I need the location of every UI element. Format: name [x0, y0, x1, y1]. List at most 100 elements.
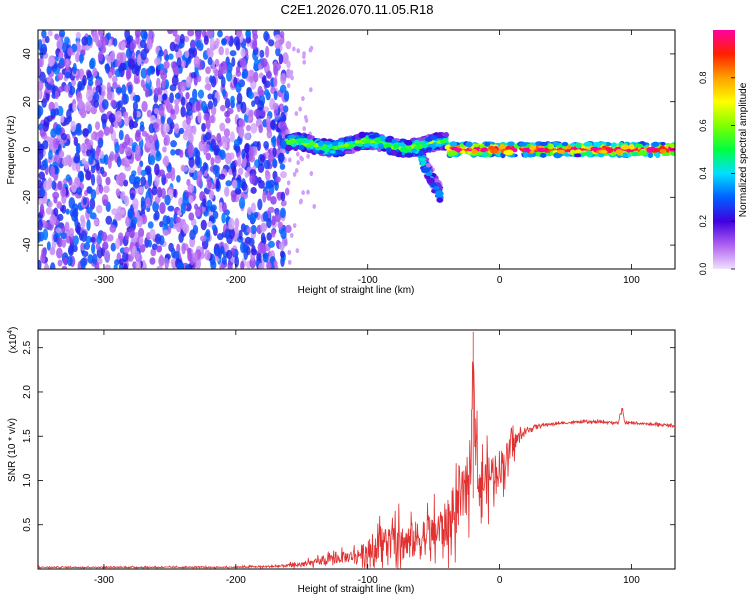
heatmap-cell — [54, 90, 60, 100]
heatmap-cell — [61, 265, 68, 269]
heatmap-cell — [149, 228, 156, 240]
heatmap-cell — [151, 186, 158, 196]
heatmap-cell — [283, 90, 290, 102]
snr-x-ticks: -300 -200 -100 0 100 — [94, 330, 640, 586]
heatmap-cell — [75, 128, 83, 136]
heatmap-cell — [132, 94, 140, 102]
heatmap-cell — [162, 146, 167, 153]
colorbar-tick-label: 0.4 — [698, 167, 708, 180]
heatmap-cell — [59, 57, 65, 66]
heatmap-cell — [117, 232, 124, 240]
heatmap-cell — [540, 152, 547, 158]
heatmap-cell — [67, 47, 73, 57]
heatmap-cell — [262, 190, 267, 203]
heatmap-cell — [344, 150, 353, 155]
heatmap-cell — [148, 134, 154, 144]
heatmap-cell — [97, 94, 103, 102]
heatmap-cell — [140, 169, 147, 177]
heatmap-cell — [175, 49, 183, 61]
heatmap-cell — [115, 238, 121, 250]
heatmap-cell — [163, 60, 170, 70]
heatmap-cell — [85, 35, 93, 47]
heatmap-cell — [121, 84, 127, 96]
heatmap-cell — [271, 215, 276, 226]
heatmap-cell — [103, 154, 109, 166]
heatmap-cell — [526, 153, 533, 158]
colorbar-tick-label: 0.6 — [698, 119, 708, 132]
heatmap-cell — [279, 121, 287, 133]
heatmap-cell — [263, 30, 270, 42]
heatmap-cell — [184, 264, 190, 269]
heatmap-cell — [194, 208, 201, 217]
heatmap-cell — [224, 228, 231, 240]
heatmap-cell — [263, 159, 271, 170]
heatmap-cell — [266, 232, 272, 241]
heatmap-cell — [296, 160, 300, 166]
heatmap-cell — [53, 196, 58, 204]
heatmap-cell — [404, 139, 413, 146]
heatmap-cell — [115, 110, 123, 123]
heatmap-cell — [266, 261, 272, 269]
heatmap-cell — [235, 65, 241, 74]
heatmap-cell — [309, 87, 313, 93]
heatmap-cell — [261, 76, 267, 85]
x-tick-label: -100 — [358, 275, 378, 286]
heatmap-cell — [128, 58, 135, 71]
heatmap-cell — [460, 150, 466, 154]
snr-frame — [37, 329, 676, 570]
heatmap-cell — [100, 45, 107, 54]
heatmap-cell — [97, 30, 104, 36]
heatmap-cell — [93, 99, 100, 108]
heatmap-cell — [256, 140, 261, 152]
heatmap-cell — [314, 146, 322, 151]
heatmap-cell — [89, 197, 96, 210]
heatmap-cell — [361, 139, 370, 144]
heatmap-cell — [58, 51, 64, 60]
heatmap-cell — [160, 187, 166, 199]
heatmap-cell — [374, 137, 382, 143]
heatmap-cell — [204, 249, 211, 261]
heatmap-cell — [235, 30, 242, 38]
heatmap-cell — [234, 217, 240, 229]
heatmap-cell — [196, 175, 203, 188]
snr-scale-base: (x10 — [8, 333, 19, 353]
heatmap-cell — [38, 186, 46, 198]
heatmap-cell — [188, 194, 194, 204]
heatmap-cell — [218, 46, 224, 56]
heatmap-cell — [205, 66, 211, 75]
heatmap-cell — [384, 138, 393, 143]
heatmap-cell — [40, 43, 48, 56]
heatmap-cell — [286, 83, 291, 89]
heatmap-cell — [43, 158, 48, 169]
heatmap-cell — [42, 140, 49, 150]
heatmap-cell — [54, 55, 59, 62]
heatmap-cell — [126, 67, 132, 80]
heatmap-cell — [134, 30, 141, 39]
heatmap-cell — [76, 187, 83, 196]
heatmap-cell — [155, 233, 162, 245]
heatmap-cell — [38, 80, 44, 91]
heatmap-cell — [288, 138, 295, 145]
heatmap-cell — [292, 145, 299, 152]
heatmap-cell — [197, 75, 202, 83]
heatmap-cell — [176, 57, 182, 69]
heatmap-cell — [224, 152, 232, 165]
heatmap-cell — [97, 130, 104, 138]
heatmap-cell — [179, 33, 185, 45]
snr-panel: -300 -200 -100 0 100 0.5 1.0 1.5 2.0 2.5 Height … — [7, 327, 676, 595]
heatmap-cell — [638, 150, 648, 156]
heatmap-cell — [124, 134, 131, 146]
heatmap-cell — [593, 141, 602, 147]
heatmap-cell — [298, 106, 302, 112]
heatmap-cell — [654, 151, 661, 159]
heatmap-cell — [294, 168, 299, 174]
heatmap-cell — [646, 147, 655, 151]
snr-y-axis-label: SNR (10 * v/v) — [7, 418, 18, 482]
heatmap-cell — [611, 142, 617, 147]
heatmap-cell — [296, 48, 301, 54]
heatmap-cell — [237, 155, 242, 168]
heatmap-cell — [68, 227, 75, 238]
heatmap-cell — [258, 180, 265, 189]
heatmap-cell — [224, 47, 230, 56]
heatmap-cell — [240, 101, 247, 114]
